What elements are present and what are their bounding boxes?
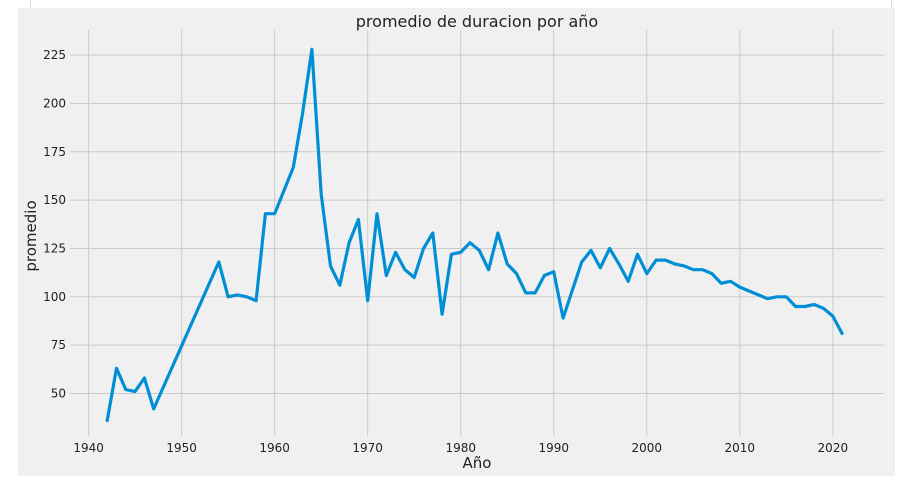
y-tick-label: 125 (43, 241, 66, 255)
x-tick-label: 1970 (352, 441, 383, 455)
y-tick-label: 175 (43, 145, 66, 159)
y-axis-label: promedio (22, 200, 40, 271)
x-tick-label: 1990 (538, 441, 569, 455)
y-tick-label: 200 (43, 96, 66, 110)
x-tick-label: 2020 (818, 441, 849, 455)
x-tick-label: 1960 (259, 441, 290, 455)
series-line (105, 47, 844, 423)
y-tick-label: 225 (43, 48, 66, 62)
series-group (105, 47, 844, 423)
x-axis-label: Año (463, 454, 492, 472)
y-tick-labels: 50 75 100 125 150 175 200 225 (43, 48, 66, 400)
y-tick-label: 50 (51, 386, 66, 400)
x-tick-label: 1940 (73, 441, 104, 455)
x-tick-label: 1980 (445, 441, 476, 455)
y-tick-label: 150 (43, 193, 66, 207)
chart-title: promedio de duracion por año (356, 12, 598, 31)
figure-background: 1940 1950 1960 1970 1980 1990 2000 2010 2020 50 7… (18, 8, 895, 476)
x-tick-label: 2000 (632, 441, 663, 455)
x-tick-label: 2010 (725, 441, 756, 455)
x-tick-label: 1950 (166, 441, 197, 455)
x-tick-labels: 1940 1950 1960 1970 1980 1990 2000 2010 2020 (73, 441, 848, 455)
y-tick-label: 100 (43, 290, 66, 304)
grid-lines (70, 30, 884, 436)
line-chart: 1940 1950 1960 1970 1980 1990 2000 2010 2020 50 7… (22, 12, 884, 472)
y-tick-label: 75 (51, 338, 66, 352)
